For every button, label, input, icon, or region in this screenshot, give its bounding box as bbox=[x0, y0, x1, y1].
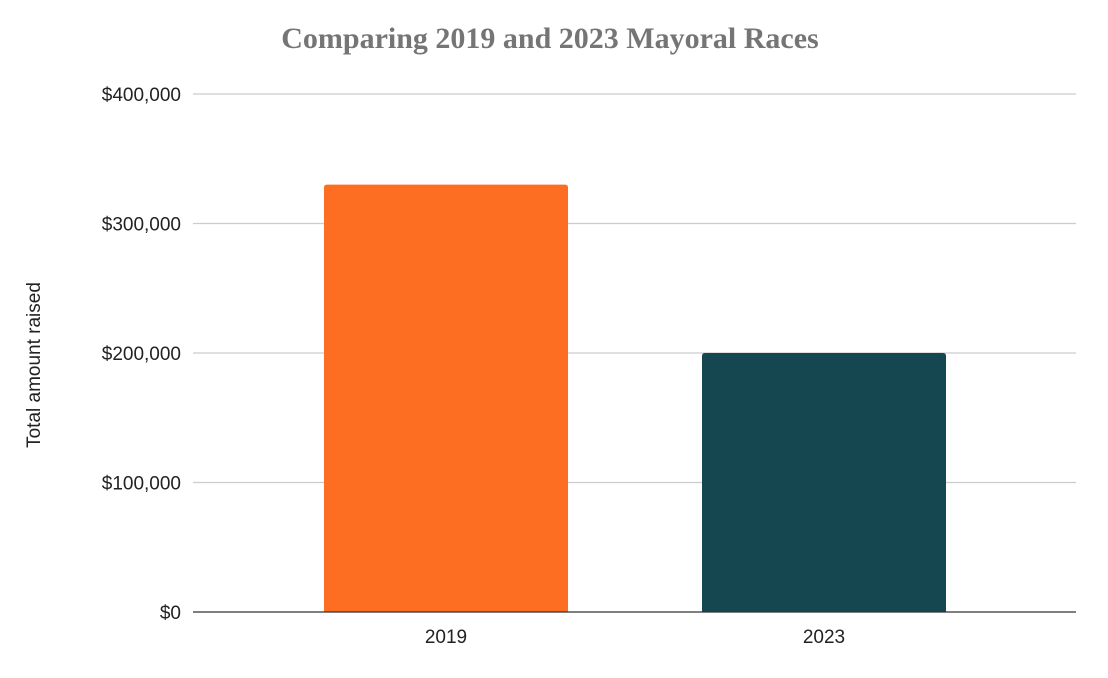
x-tick-label: 2023 bbox=[803, 627, 845, 648]
bar-2023 bbox=[702, 353, 946, 612]
chart-title: Comparing 2019 and 2023 Mayoral Races bbox=[281, 22, 819, 55]
x-tick-label: 2019 bbox=[425, 627, 467, 648]
y-tick-label: $200,000 bbox=[102, 344, 181, 365]
bar-2019 bbox=[324, 184, 568, 612]
y-axis-label: Total amount raised bbox=[24, 282, 45, 448]
y-tick-label: $300,000 bbox=[102, 215, 181, 236]
y-tick-label: $100,000 bbox=[102, 474, 181, 495]
y-tick-label: $400,000 bbox=[102, 85, 181, 106]
y-tick-label: $0 bbox=[160, 603, 181, 624]
